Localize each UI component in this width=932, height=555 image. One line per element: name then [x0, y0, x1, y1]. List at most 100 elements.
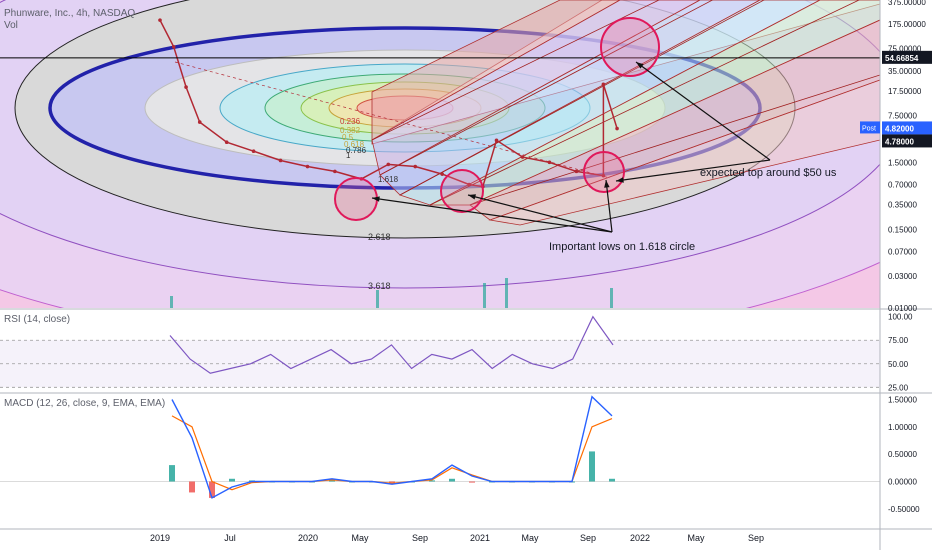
rsi-axis-tick: 75.00	[888, 336, 909, 345]
post-label: Post	[862, 125, 876, 132]
price-axis-tick: 0.70000	[888, 181, 917, 190]
macd-histogram-bar	[209, 481, 215, 498]
fib-level-label: 3.618	[368, 281, 391, 291]
fib-level-label: 2.618	[368, 232, 391, 242]
arrow-low-1-head	[372, 196, 380, 202]
macd-histogram-bar	[189, 481, 195, 493]
macd-drawings	[0, 395, 880, 499]
time-axis-tick: Sep	[412, 533, 428, 543]
price-point	[184, 85, 188, 89]
price-axis-tick: 0.15000	[888, 225, 917, 234]
price-axis-tick: 375.00000	[888, 0, 926, 7]
price-point	[467, 182, 471, 187]
band-purple	[371, 0, 701, 176]
macd-axis-tick: 1.00000	[888, 423, 917, 432]
macd-histogram-bar	[389, 481, 395, 483]
price-point	[305, 164, 310, 169]
fib-level-label: 0.382	[340, 126, 361, 135]
arrow-top-2	[615, 159, 771, 182]
fib-level-label: 1.618	[378, 175, 399, 184]
price-tag-line-bg	[882, 50, 932, 64]
price-tag-post-bg	[882, 121, 932, 135]
macd-histogram-bar	[449, 478, 455, 482]
time-axis-tick: May	[687, 533, 705, 543]
pitchfork-line-2	[399, 0, 765, 196]
price-tag-line: 54.66854	[885, 54, 919, 63]
price-tag-last-bg	[882, 134, 932, 148]
arrow-low-2	[467, 194, 613, 233]
rsi-panel-bg	[0, 312, 880, 392]
price-axis-tick: 1.50000	[888, 158, 917, 167]
price-point	[171, 44, 176, 49]
price-axis-tick: 75.00000	[888, 45, 922, 54]
fib-level-label: 0.618	[344, 140, 365, 149]
rsi-axis-tick: 100.00	[888, 313, 913, 322]
price-point	[574, 169, 579, 174]
time-axis-tick: 2020	[298, 533, 318, 543]
annotation-important-lows: Important lows on 1.618 circle	[549, 241, 695, 253]
price-axis-tick: 0.01000	[888, 304, 917, 313]
price-axis-tick: 35.00000	[888, 67, 922, 76]
price-axis-tick: 17.50000	[888, 87, 922, 96]
macd-label: MACD (12, 26, close, 9, EMA, EMA)	[4, 398, 166, 409]
price-point	[547, 160, 552, 165]
price-point	[251, 149, 256, 154]
price-axis-tick: 0.07000	[888, 247, 917, 256]
price-point	[158, 18, 162, 22]
fib-level-label: 0.786	[346, 146, 367, 155]
price-point	[615, 126, 619, 131]
fib-level-label: 0.236	[340, 117, 361, 126]
fib-level-label: 1	[346, 151, 351, 160]
price-point	[413, 164, 418, 169]
price-point	[278, 158, 283, 163]
price-axis-tick: 175.00000	[888, 20, 926, 29]
price-point	[224, 140, 229, 145]
pitchfork-line-1	[379, 0, 714, 176]
pitchfork-line-0	[371, 0, 660, 141]
band-green	[429, 0, 880, 206]
volume-bar	[376, 290, 379, 308]
macd-histogram-bar	[229, 478, 235, 482]
highlight-circle-2	[440, 169, 484, 213]
arrow-top-2-head	[616, 177, 624, 183]
macd-axis-tick: 0.50000	[888, 450, 917, 459]
volume-bar	[505, 278, 508, 308]
arrow-low-1	[371, 197, 613, 233]
highlight-circle-0	[600, 17, 660, 77]
highlight-circle-3	[583, 151, 625, 193]
rsi-axis-tick: 50.00	[888, 360, 909, 369]
price-point	[386, 162, 391, 167]
arrow-low-3-head	[604, 180, 610, 188]
volume-label: Vol	[4, 20, 18, 31]
macd-histogram-bar	[589, 451, 595, 482]
price-axis-tick: 7.50000	[888, 112, 917, 121]
macd-histogram-bar	[469, 481, 475, 483]
macd-axis-tick: 1.50000	[888, 395, 917, 404]
time-axis-tick: 2021	[470, 533, 490, 543]
price-axis-tick: 0.03000	[888, 272, 917, 281]
rsi-line	[169, 315, 614, 374]
fib-level-label: 0.5	[342, 133, 354, 142]
price-point	[333, 169, 337, 174]
rsi-axis-tick: 25.00	[888, 383, 909, 392]
post-label-bg	[860, 121, 880, 134]
macd-panel-bg	[0, 394, 880, 528]
arrow-low-3	[605, 179, 613, 233]
price-tag-last: 4.78000	[885, 137, 914, 146]
time-axis-tick: 2019	[150, 533, 170, 543]
annotation-expected-top: expected top around $50 us	[700, 167, 837, 179]
macd-histogram-bar	[329, 480, 335, 482]
price-point	[520, 155, 525, 159]
macd-histogram-bar	[609, 478, 615, 482]
volume-bar	[170, 296, 173, 308]
price-point	[494, 138, 499, 143]
volume-bar	[610, 288, 613, 308]
time-axis-tick: May	[351, 533, 369, 543]
time-axis-tick: May	[521, 533, 539, 543]
macd-line	[171, 395, 613, 499]
time-axis-tick: Sep	[748, 533, 764, 543]
time-axis-tick: Jul	[224, 533, 236, 543]
